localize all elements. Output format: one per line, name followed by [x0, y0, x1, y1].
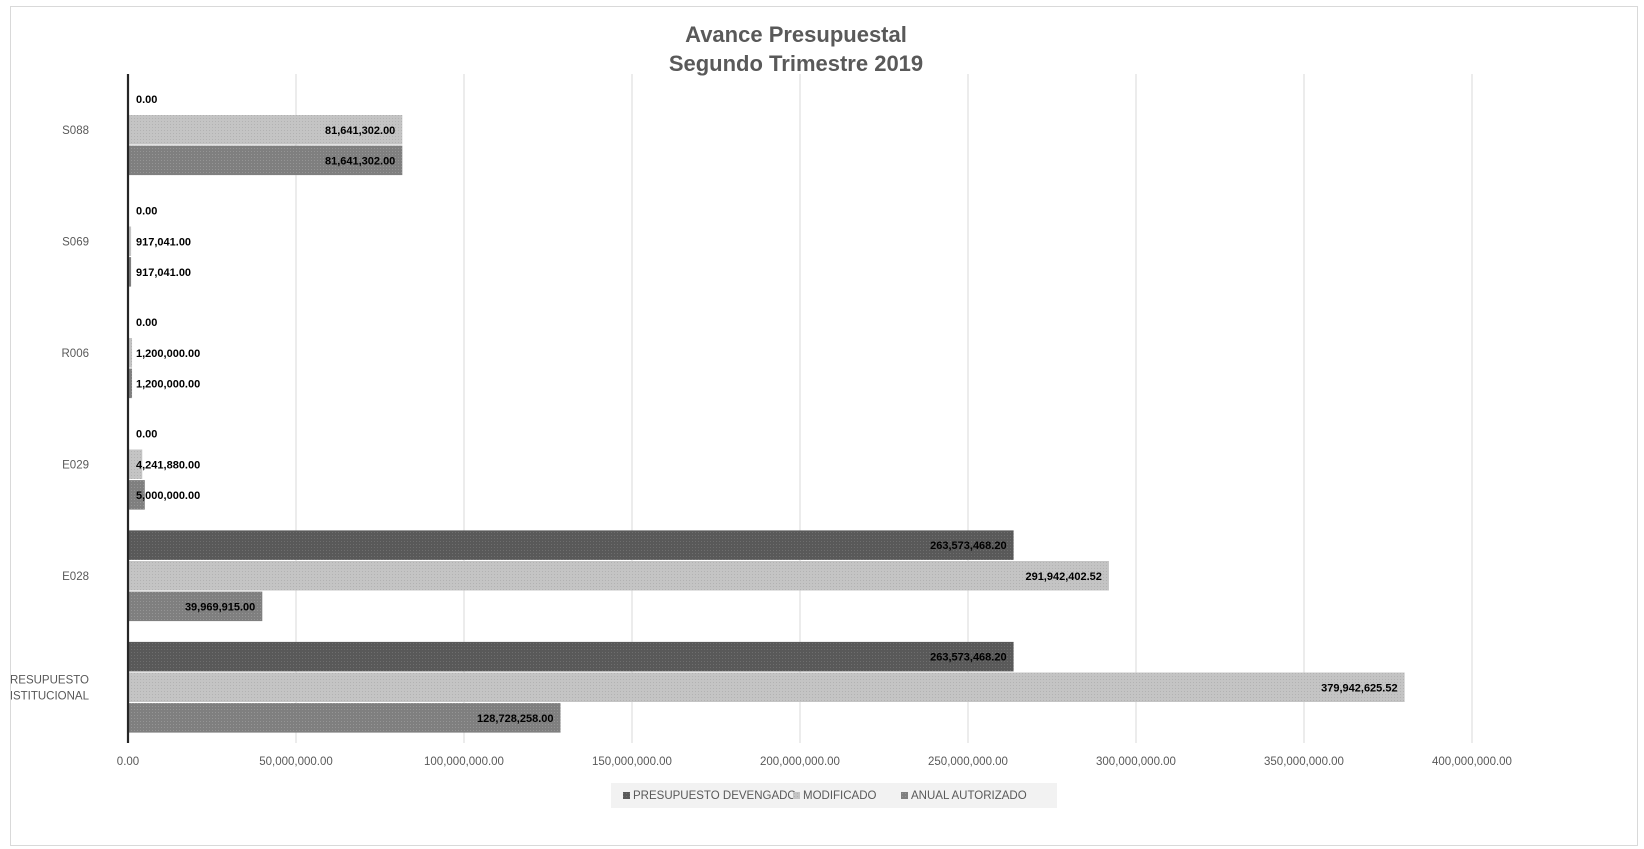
data-label: 81,641,302.00	[325, 125, 395, 137]
x-tick-label: 50,000,000.00	[259, 756, 333, 768]
legend-entry: ANUAL AUTORIZADO	[911, 790, 1027, 802]
bar-modificado	[128, 561, 1109, 591]
bar-anual-autorizado	[128, 591, 263, 622]
legend-swatch	[793, 792, 800, 799]
data-label: 0.00	[136, 429, 157, 441]
bar-anual-autorizado	[128, 368, 133, 399]
data-label: 4,241,880.00	[136, 459, 200, 471]
axes: 0.00 50,000,000.00 100,000,000.00 150,000,0…	[11, 74, 1512, 768]
legend-entry: PRESUPUESTO DEVENGADO	[633, 790, 796, 802]
data-label: 0.00	[136, 94, 157, 106]
bar-modificado	[128, 672, 1405, 702]
data-label: 263,573,468.20	[930, 652, 1006, 664]
legend-swatch	[623, 792, 630, 799]
bar-anual-autorizado	[128, 145, 403, 176]
bar-modificado	[128, 338, 133, 368]
bar-presupuesto-devengado	[128, 530, 1014, 560]
data-label: 291,942,402.52	[1025, 571, 1101, 583]
legend-background	[611, 783, 1057, 808]
bar-anual-autorizado	[128, 257, 132, 287]
x-tick-label: 200,000,000.00	[760, 756, 840, 768]
data-label: 1,200,000.00	[136, 348, 200, 360]
x-tick-label: 400,000,000.00	[1432, 756, 1512, 768]
data-label: 263,573,468.20	[930, 540, 1006, 552]
category-label: PRESUPUESTOINSTITUCIONAL	[11, 674, 90, 702]
data-label: 81,641,302.00	[325, 155, 395, 167]
x-tick-label: 150,000,000.00	[592, 756, 672, 768]
bar-anual-autorizado	[128, 480, 145, 510]
legend-swatch	[901, 792, 908, 799]
category-label: E029	[62, 459, 89, 471]
data-label: 128,728,258.00	[477, 713, 553, 725]
bar-modificado	[128, 226, 132, 256]
category-label: S069	[62, 236, 89, 248]
category-label: E028	[62, 571, 89, 583]
x-tick-label: 300,000,000.00	[1096, 756, 1176, 768]
data-label: 0.00	[136, 206, 157, 218]
budget-bar-chart: Avance Presupuestal Segundo Trimestre 20…	[11, 22, 1512, 808]
data-label: 917,041.00	[136, 236, 191, 248]
gridlines	[295, 74, 1473, 743]
chart-subtitle: Segundo Trimestre 2019	[669, 51, 923, 76]
x-tick-label: 0.00	[117, 756, 139, 768]
chart-title: Avance Presupuestal	[685, 22, 907, 47]
legend: PRESUPUESTO DEVENGADO MODIFICADO ANUAL AUT…	[611, 783, 1057, 808]
category-label: R006	[62, 348, 90, 360]
data-labels: 263,573,468.20 379,942,625.52 128,728,258.…	[136, 94, 1398, 725]
data-label: 917,041.00	[136, 267, 191, 279]
x-tick-label: 350,000,000.00	[1264, 756, 1344, 768]
data-label: 0.00	[136, 317, 157, 329]
data-label: 5,000,000.00	[136, 490, 200, 502]
bar-anual-autorizado	[128, 703, 561, 733]
bar-presupuesto-devengado	[128, 641, 1014, 672]
bar-modificado	[128, 115, 403, 145]
x-tick-label: 100,000,000.00	[424, 756, 504, 768]
chart-frame: Avance Presupuestal Segundo Trimestre 20…	[10, 6, 1638, 846]
category-label: S088	[62, 125, 89, 137]
bars	[128, 115, 1405, 733]
legend-entry: MODIFICADO	[803, 790, 877, 802]
bar-modificado	[128, 449, 143, 479]
x-tick-label: 250,000,000.00	[928, 756, 1008, 768]
data-label: 1,200,000.00	[136, 378, 200, 390]
data-label: 379,942,625.52	[1321, 682, 1397, 694]
data-label: 39,969,915.00	[185, 601, 255, 613]
